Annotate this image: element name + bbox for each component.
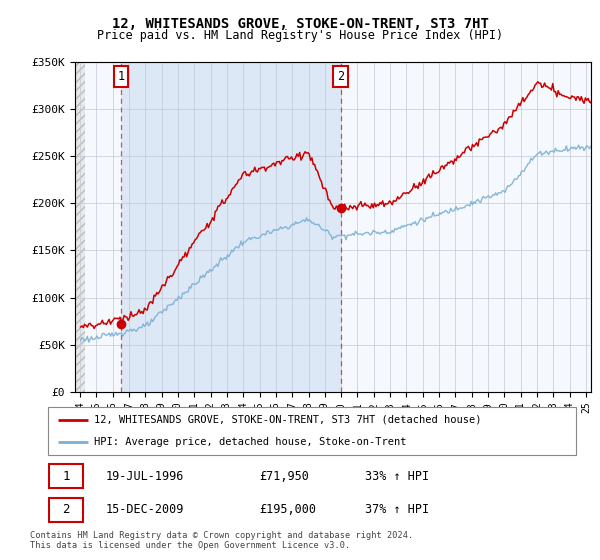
Text: HPI: Average price, detached house, Stoke-on-Trent: HPI: Average price, detached house, Stok… (94, 437, 407, 447)
Text: Price paid vs. HM Land Registry's House Price Index (HPI): Price paid vs. HM Land Registry's House … (97, 29, 503, 42)
Text: 19-JUL-1996: 19-JUL-1996 (106, 469, 184, 483)
Text: 15-DEC-2009: 15-DEC-2009 (106, 503, 184, 516)
Text: 37% ↑ HPI: 37% ↑ HPI (365, 503, 429, 516)
Text: 12, WHITESANDS GROVE, STOKE-ON-TRENT, ST3 7HT: 12, WHITESANDS GROVE, STOKE-ON-TRENT, ST… (112, 17, 488, 31)
Text: 12, WHITESANDS GROVE, STOKE-ON-TRENT, ST3 7HT (detached house): 12, WHITESANDS GROVE, STOKE-ON-TRENT, ST… (94, 415, 482, 425)
Text: Contains HM Land Registry data © Crown copyright and database right 2024.
This d: Contains HM Land Registry data © Crown c… (30, 531, 413, 550)
Text: £195,000: £195,000 (259, 503, 316, 516)
Text: £71,950: £71,950 (259, 469, 309, 483)
FancyBboxPatch shape (49, 464, 83, 488)
Text: 2: 2 (337, 70, 344, 83)
Text: 1: 1 (62, 469, 70, 483)
Text: 33% ↑ HPI: 33% ↑ HPI (365, 469, 429, 483)
Bar (121, 62, 341, 392)
Bar (75, 62, 85, 392)
Text: 1: 1 (118, 70, 125, 83)
FancyBboxPatch shape (48, 407, 576, 455)
Text: 2: 2 (62, 503, 70, 516)
FancyBboxPatch shape (49, 497, 83, 522)
